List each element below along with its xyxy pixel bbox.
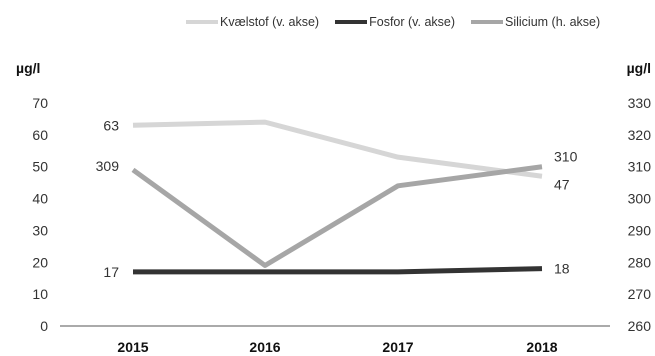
legend-label-silicium: Silicium (h. akse): [505, 15, 601, 29]
left-tick-label: 70: [32, 95, 48, 111]
right-axis-unit: µg/l: [627, 60, 651, 76]
right-tick-label: 310: [628, 159, 652, 175]
legend-item-silicium: Silicium (h. akse): [471, 15, 600, 29]
data-labels: 63 47 17 18 309 310: [96, 117, 578, 280]
data-label: 17: [103, 264, 119, 280]
right-axis-ticks: 260 270 280 290 300 310 320 330: [628, 95, 652, 334]
data-label: 310: [554, 149, 578, 165]
left-axis-ticks: 0 10 20 30 40 50 60 70: [32, 95, 48, 334]
data-label: 63: [103, 117, 119, 133]
right-tick-label: 290: [628, 222, 652, 238]
right-tick-label: 320: [628, 127, 652, 143]
left-tick-label: 30: [32, 222, 48, 238]
series-lines: [131, 119, 543, 275]
x-category-label: 2017: [382, 339, 413, 355]
right-tick-label: 300: [628, 191, 652, 207]
right-tick-label: 330: [628, 95, 652, 111]
legend-label-kvaelstof: Kvælstof (v. akse): [220, 15, 320, 29]
legend-label-fosfor: Fosfor (v. akse): [369, 15, 456, 29]
left-axis-unit: µg/l: [16, 60, 40, 76]
series-line: [131, 164, 543, 268]
x-category-label: 2016: [249, 339, 280, 355]
left-tick-label: 50: [32, 159, 48, 175]
right-tick-label: 260: [628, 318, 652, 334]
legend-swatch-kvaelstof: [186, 20, 218, 24]
left-tick-label: 60: [32, 127, 48, 143]
legend: Kvælstof (v. akse) Fosfor (v. akse) Sili…: [186, 15, 600, 29]
data-label: 47: [554, 176, 570, 192]
series-line: [133, 266, 543, 275]
series-line: [132, 119, 543, 179]
left-tick-label: 0: [40, 318, 48, 334]
x-category-label: 2015: [117, 339, 148, 355]
data-label: 309: [96, 158, 120, 174]
x-axis-categories: 2015 2016 2017 2018: [117, 339, 557, 355]
legend-item-fosfor: Fosfor (v. akse): [335, 15, 455, 29]
data-label: 18: [554, 261, 570, 277]
left-tick-label: 40: [32, 191, 48, 207]
right-tick-label: 270: [628, 286, 652, 302]
x-category-label: 2018: [526, 339, 557, 355]
legend-swatch-silicium: [471, 20, 504, 24]
legend-item-kvaelstof: Kvælstof (v. akse): [186, 15, 319, 29]
left-tick-label: 20: [32, 254, 48, 270]
legend-swatch-fosfor: [335, 20, 368, 24]
right-tick-label: 280: [628, 254, 652, 270]
left-tick-label: 10: [32, 286, 48, 302]
